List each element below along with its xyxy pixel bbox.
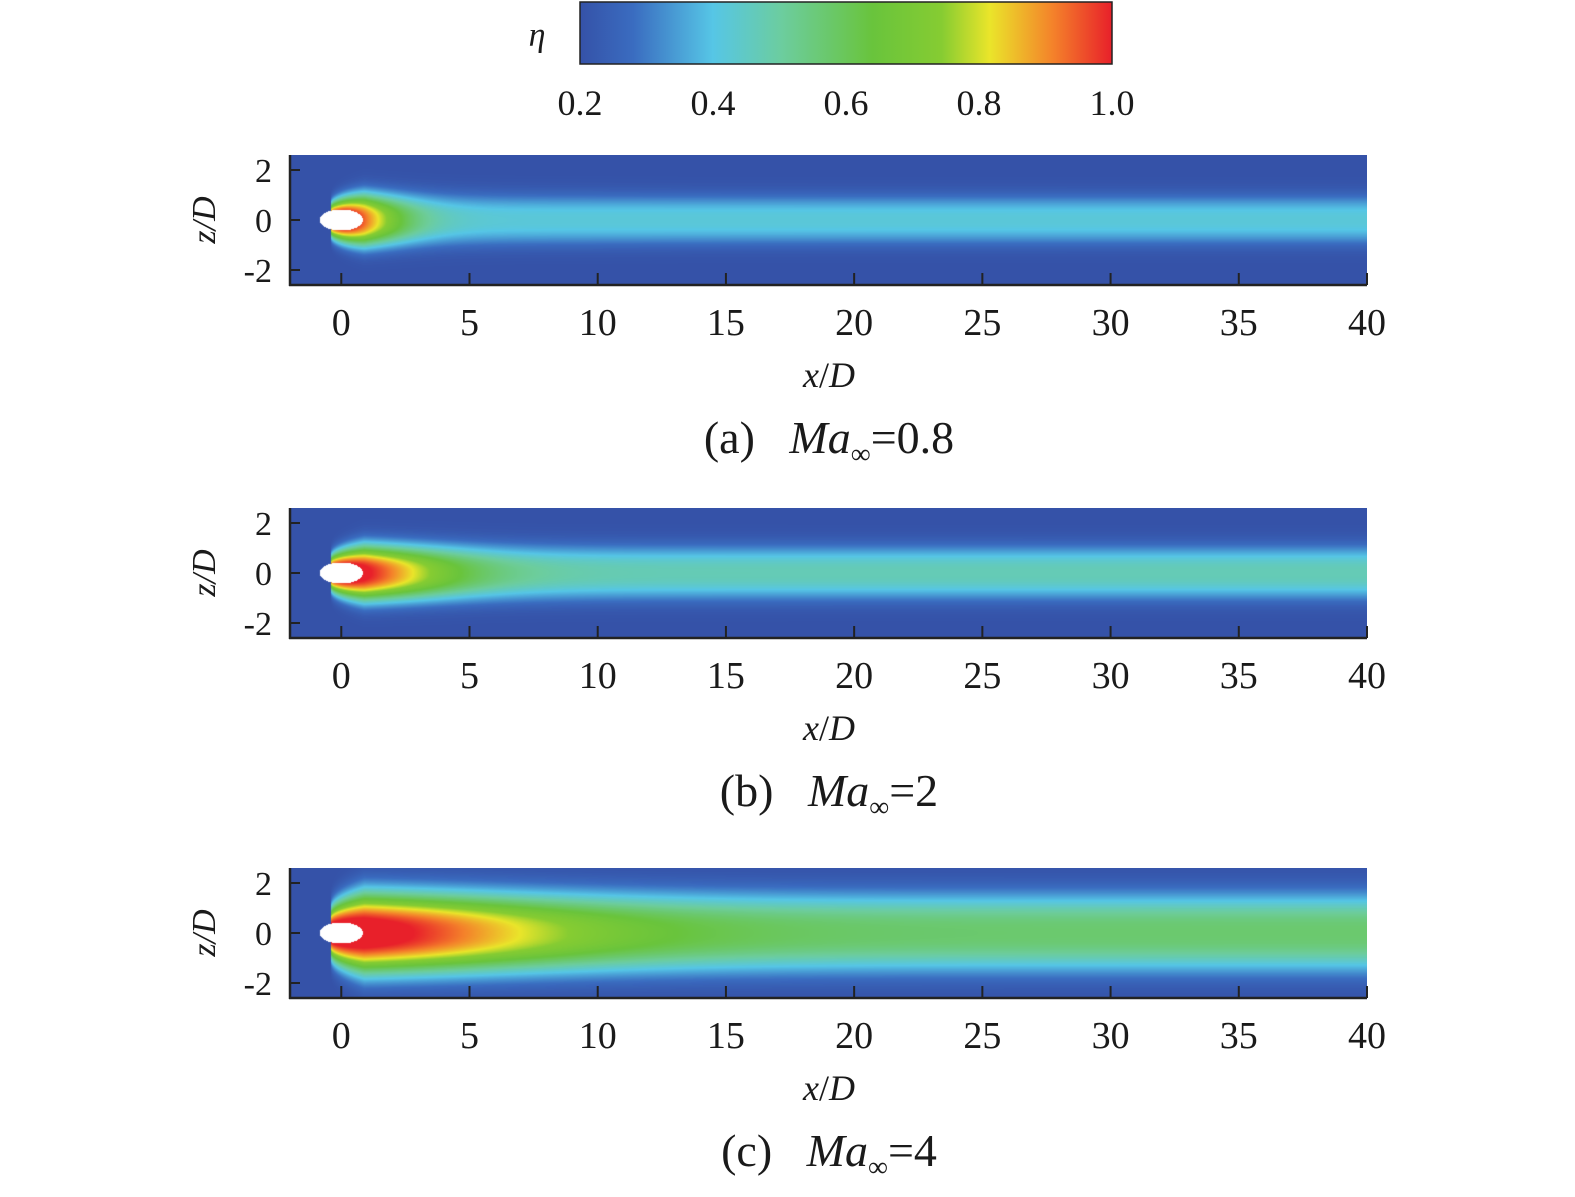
x-tick-label: 30 (1092, 655, 1130, 697)
y-tick-label: 2 (255, 153, 272, 190)
x-tick-label: 40 (1348, 1015, 1386, 1057)
x-tick-label: 20 (835, 1015, 873, 1057)
x-tick-label: 35 (1220, 655, 1258, 697)
y-tick-label: -2 (244, 966, 272, 1003)
x-tick-label: 0 (332, 655, 351, 697)
x-tick-label: 25 (963, 1015, 1001, 1057)
x-tick-label: 25 (963, 302, 1001, 344)
colorbar-ticks: 0.2 0.4 0.6 0.8 1.0 (558, 83, 1135, 123)
x-tick-label: 5 (460, 302, 479, 344)
x-tick-label: 20 (835, 302, 873, 344)
y-tick-label: 0 (255, 556, 272, 593)
colorbar-tick-label: 0.4 (691, 83, 736, 123)
y-tick-label: -2 (244, 253, 272, 290)
y-axis-label: z/D (186, 196, 223, 245)
heatmap-field (290, 155, 1367, 285)
x-tick-label: 0 (332, 1015, 351, 1057)
x-tick-label: 15 (707, 1015, 745, 1057)
y-tick-label: 0 (255, 203, 272, 240)
x-tick-label: 30 (1092, 1015, 1130, 1057)
y-axis-label: z/D (186, 909, 223, 958)
x-tick-label: 20 (835, 655, 873, 697)
x-tick-label: 15 (707, 302, 745, 344)
x-tick-label: 5 (460, 655, 479, 697)
heatmap-field (290, 508, 1367, 638)
colorbar-tick-label: 1.0 (1090, 83, 1135, 123)
colorbar: η 0.2 0.4 0.6 0.8 1.0 (529, 1, 1135, 123)
colorbar-tick-label: 0.2 (558, 83, 603, 123)
colorbar-tick-label: 0.8 (957, 83, 1002, 123)
x-tick-label: 40 (1348, 655, 1386, 697)
x-tick-label: 35 (1220, 1015, 1258, 1057)
heatmap-field (290, 868, 1367, 998)
colorbar-label: η (529, 17, 546, 54)
y-tick-label: 0 (255, 916, 272, 953)
x-tick-label: 10 (579, 302, 617, 344)
x-tick-label: 5 (460, 1015, 479, 1057)
x-axis-label: x/D (802, 355, 855, 395)
x-tick-label: 35 (1220, 302, 1258, 344)
panel-caption: (b) Ma∞=2 (720, 765, 938, 823)
x-tick-label: 0 (332, 302, 351, 344)
colorbar-gradient (579, 1, 1113, 65)
panel-caption: (a) Ma∞=0.8 (704, 412, 954, 470)
x-tick-label: 10 (579, 655, 617, 697)
x-axis-label: x/D (802, 708, 855, 748)
x-tick-label: 25 (963, 655, 1001, 697)
y-tick-label: 2 (255, 866, 272, 903)
y-tick-label: 2 (255, 506, 272, 543)
x-tick-label: 40 (1348, 302, 1386, 344)
panel-caption: (c) Ma∞=4 (721, 1125, 937, 1183)
y-tick-label: -2 (244, 606, 272, 643)
x-tick-label: 15 (707, 655, 745, 697)
x-tick-label: 10 (579, 1015, 617, 1057)
x-axis-label: x/D (802, 1068, 855, 1108)
x-tick-label: 30 (1092, 302, 1130, 344)
y-axis-label: z/D (186, 549, 223, 598)
colorbar-tick-label: 0.6 (824, 83, 869, 123)
